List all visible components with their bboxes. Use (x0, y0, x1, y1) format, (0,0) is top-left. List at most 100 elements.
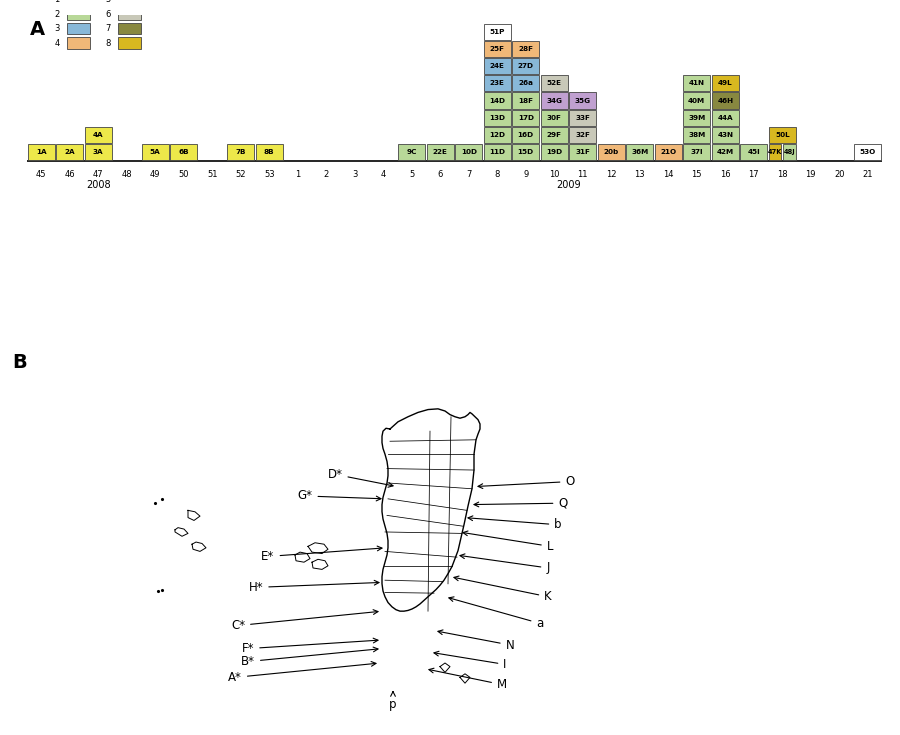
Text: 14D: 14D (490, 98, 505, 104)
Text: 2008: 2008 (86, 180, 111, 190)
Text: 10: 10 (549, 170, 560, 179)
Text: 40M: 40M (688, 98, 706, 104)
FancyBboxPatch shape (67, 37, 90, 49)
FancyBboxPatch shape (541, 75, 568, 91)
FancyBboxPatch shape (484, 127, 510, 143)
Text: 53O: 53O (860, 149, 876, 155)
Text: 15D: 15D (518, 149, 534, 155)
FancyBboxPatch shape (484, 144, 510, 160)
Text: 43N: 43N (717, 132, 734, 138)
FancyBboxPatch shape (256, 144, 283, 160)
FancyBboxPatch shape (512, 93, 539, 109)
FancyBboxPatch shape (541, 127, 568, 143)
FancyBboxPatch shape (712, 144, 739, 160)
FancyBboxPatch shape (783, 144, 796, 160)
FancyBboxPatch shape (512, 144, 539, 160)
Text: 6: 6 (105, 10, 111, 18)
Text: 7: 7 (105, 24, 111, 33)
Text: 22E: 22E (433, 149, 447, 155)
FancyBboxPatch shape (484, 41, 510, 57)
FancyBboxPatch shape (228, 144, 254, 160)
Text: 11D: 11D (490, 149, 505, 155)
Text: 19: 19 (806, 170, 816, 179)
Text: 4A: 4A (93, 132, 104, 138)
Text: 31F: 31F (575, 149, 590, 155)
Text: 41N: 41N (688, 80, 705, 87)
Text: K: K (454, 576, 552, 603)
Text: 42M: 42M (716, 149, 734, 155)
FancyBboxPatch shape (598, 144, 625, 160)
Text: 13: 13 (634, 170, 645, 179)
Text: 53: 53 (264, 170, 274, 179)
Text: 3A: 3A (93, 149, 104, 155)
FancyBboxPatch shape (512, 110, 539, 126)
Text: 38M: 38M (688, 132, 706, 138)
FancyBboxPatch shape (484, 93, 510, 109)
Text: 37I: 37I (690, 149, 703, 155)
Text: 50: 50 (178, 170, 189, 179)
Text: 21O: 21O (661, 149, 676, 155)
Text: 36M: 36M (631, 149, 648, 155)
FancyBboxPatch shape (512, 127, 539, 143)
Text: 20: 20 (834, 170, 844, 179)
FancyBboxPatch shape (683, 110, 710, 126)
Text: 8: 8 (105, 39, 111, 48)
FancyBboxPatch shape (67, 0, 90, 5)
FancyBboxPatch shape (712, 110, 739, 126)
Text: 16D: 16D (518, 132, 534, 138)
Text: 47: 47 (93, 170, 104, 179)
Text: 23E: 23E (490, 80, 505, 87)
FancyBboxPatch shape (85, 144, 112, 160)
FancyBboxPatch shape (626, 144, 653, 160)
Text: 2: 2 (324, 170, 328, 179)
Text: H*: H* (248, 581, 379, 594)
Text: 20b: 20b (604, 149, 619, 155)
Text: 15: 15 (691, 170, 702, 179)
Text: p: p (389, 692, 397, 711)
FancyBboxPatch shape (118, 8, 141, 20)
Text: B: B (12, 354, 27, 373)
Text: 45: 45 (36, 170, 47, 179)
FancyBboxPatch shape (142, 144, 168, 160)
Text: 17D: 17D (518, 115, 534, 121)
FancyBboxPatch shape (683, 144, 710, 160)
FancyBboxPatch shape (427, 144, 454, 160)
Text: A*: A* (228, 662, 376, 684)
Text: 35G: 35G (575, 98, 590, 104)
Text: B*: B* (241, 647, 378, 668)
Text: 14: 14 (663, 170, 673, 179)
Text: 47K: 47K (768, 149, 782, 155)
Text: 13D: 13D (490, 115, 505, 121)
Text: 45I: 45I (747, 149, 760, 155)
Text: O: O (478, 475, 574, 489)
FancyBboxPatch shape (570, 144, 596, 160)
Text: 21: 21 (862, 170, 873, 179)
Text: 7: 7 (466, 170, 472, 179)
FancyBboxPatch shape (712, 127, 739, 143)
Text: 6: 6 (437, 170, 443, 179)
Text: 9C: 9C (407, 149, 417, 155)
Text: 9: 9 (523, 170, 528, 179)
FancyBboxPatch shape (541, 110, 568, 126)
Text: 50L: 50L (775, 132, 789, 138)
Text: 1A: 1A (36, 149, 47, 155)
Text: 39M: 39M (688, 115, 706, 121)
FancyBboxPatch shape (769, 144, 781, 160)
Text: 52: 52 (236, 170, 246, 179)
Text: 46: 46 (65, 170, 75, 179)
Text: 52E: 52E (547, 80, 562, 87)
Text: G*: G* (298, 490, 381, 503)
FancyBboxPatch shape (683, 127, 710, 143)
FancyBboxPatch shape (484, 75, 510, 91)
FancyBboxPatch shape (655, 144, 681, 160)
Text: 24E: 24E (490, 63, 505, 69)
Text: F*: F* (242, 638, 378, 655)
Text: 25F: 25F (490, 46, 505, 52)
Text: 1: 1 (55, 0, 59, 4)
FancyBboxPatch shape (712, 93, 739, 109)
Text: 10D: 10D (461, 149, 477, 155)
Text: 32F: 32F (575, 132, 590, 138)
Text: 2: 2 (55, 10, 59, 18)
Text: E*: E* (261, 546, 382, 563)
FancyBboxPatch shape (484, 24, 510, 40)
